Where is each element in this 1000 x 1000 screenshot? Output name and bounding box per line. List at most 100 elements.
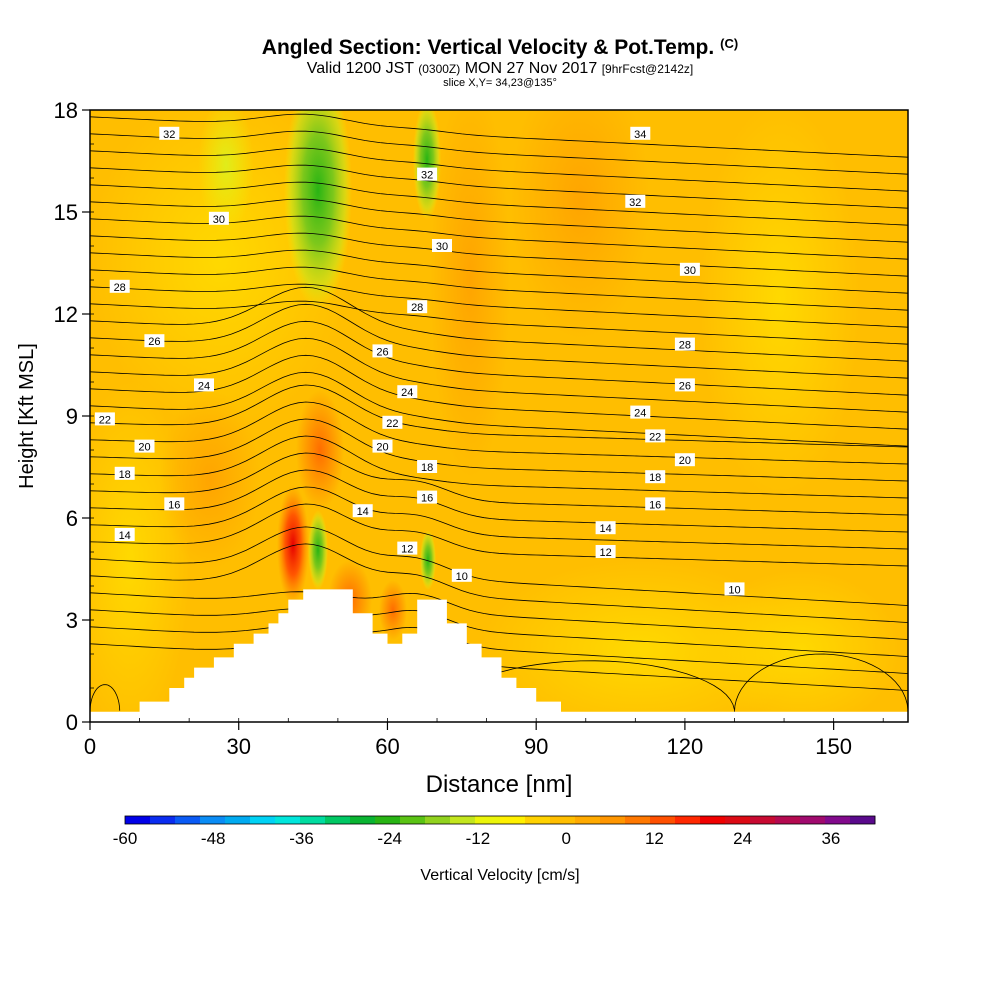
isentrope-line [90,300,908,345]
isentrope-line [90,266,908,311]
colorbar-swatch [775,816,801,824]
isentrope-label: 24 [194,378,214,392]
isentrope-label: 28 [109,279,130,294]
x-tick-label: 150 [815,734,852,759]
colorbar-swatch [125,816,151,824]
isentrope-line [90,435,908,499]
colorbar-tick-label: 0 [561,829,570,848]
subtitle-forecast: [9hrFcst@2142z] [601,62,694,76]
isentrope-label: 24 [397,385,418,399]
isentrope-label: 18 [417,460,438,474]
isentrope-label: 10 [451,568,472,583]
isentrope-label-text: 28 [114,282,126,294]
colorbar-swatch [800,816,826,824]
isentrope-line [90,486,908,550]
isentrope-label-text: 24 [401,387,413,399]
isentrope-label-box [114,528,135,541]
x-axis-ticks: 0 30 60 90 120 150 [84,718,884,759]
title-mark: (C) [720,36,739,51]
isentrope-line [90,503,908,567]
isentrope-label: 18 [114,466,135,481]
colorbar-swatch [175,816,201,824]
isentrope-line [90,181,908,226]
colorbar-swatch [825,816,851,824]
isentrope-label-box [134,439,155,453]
isentrope-label-box [417,460,438,473]
colorbar-swatch [475,816,501,824]
colorbar-swatch [300,816,326,824]
isentrope-label-text: 26 [376,346,388,358]
x-tick-label: 0 [84,734,96,759]
isentrope-line [90,543,908,623]
isentrope-label-text: 14 [599,523,611,535]
isentrope-label-text: 18 [649,472,661,484]
isentrope-label-box [432,239,452,252]
isentrope-label: 32 [417,167,438,182]
y-tick-label: 6 [66,506,78,531]
isentrope-line [734,653,908,712]
isentrope-label: 24 [630,405,651,420]
colorbar-swatch [525,816,551,824]
isentrope-label: 12 [397,541,418,556]
isentrope-label-text: 20 [376,442,388,454]
chart-subtitle: Valid 1200 JST (0300Z) MON 27 Nov 2017 [… [0,60,1000,78]
colorbar-ticks: -60 -48 -36 -24 -12 0 12 24 36 [113,829,841,848]
isentrope-label-box [208,211,229,225]
isentrope-label-text: 30 [684,265,696,277]
isentrope-label-text: 26 [148,336,160,348]
isentrope-label-text: 20 [138,442,150,454]
isentrope-label-box [144,334,165,348]
isentrope-line [90,249,908,294]
isentrope-line [90,401,908,465]
isentrope-line [90,337,908,413]
isentrope-label-box [674,337,695,351]
colorbar-swatch [325,816,351,824]
isentrope-label-text: 28 [411,302,423,314]
isentrope-label-box [451,568,472,582]
y-axis-label: Height [Kft MSL] [16,343,38,489]
colorbar-swatch [750,816,776,824]
isentrope-label-text: 18 [119,469,131,481]
x-tick-label: 90 [524,734,548,759]
isentrope-label-text: 34 [634,129,646,141]
isentrope-label: 10 [724,582,745,596]
isentrope-label: 20 [134,439,155,454]
subtitle-valid: Valid 1200 JST [306,60,414,77]
isentrope-label: 14 [595,521,616,535]
isentrope-line [90,113,908,158]
colorbar-tick-label: -48 [201,829,226,848]
chart-title-text: Angled Section: Vertical Velocity & Pot.… [261,36,715,59]
isentrope-label-box [645,470,666,484]
colorbar-swatch [425,816,451,824]
isentrope-label-box [417,167,438,181]
isentrope-label-box [382,415,403,429]
isentrope-label: 30 [432,239,452,253]
y-axis-ticks: 0 3 6 9 12 15 18 [54,98,94,735]
isentrope-label: 22 [645,429,666,443]
isentrope-line [90,130,908,175]
isentrope-label-text: 32 [629,197,641,209]
isentrope-label: 28 [674,337,695,352]
isentrope-line [90,469,908,533]
isentrope-label-text: 12 [599,547,611,559]
isentrope-label-text: 30 [436,241,448,253]
colorbar-swatch [650,816,676,824]
colorbar-swatch [250,816,276,824]
colorbar-swatch [275,816,301,824]
x-tick-label: 120 [667,734,704,759]
isentrope-line [90,418,908,482]
colorbar-swatch [150,816,176,824]
isentrope-label-text: 24 [634,408,646,420]
isentrope-label-text: 22 [99,414,111,426]
x-tick-label: 60 [375,734,399,759]
colorbar-tick-label: -36 [289,829,314,848]
y-tick-label: 18 [54,98,78,123]
isentrope-label-box [372,344,393,358]
isentrope-label-box [159,126,180,140]
colorbar-swatch [450,816,476,824]
isentrope-label-text: 22 [649,431,661,443]
y-tick-label: 3 [66,608,78,633]
velocity-field [90,110,908,722]
